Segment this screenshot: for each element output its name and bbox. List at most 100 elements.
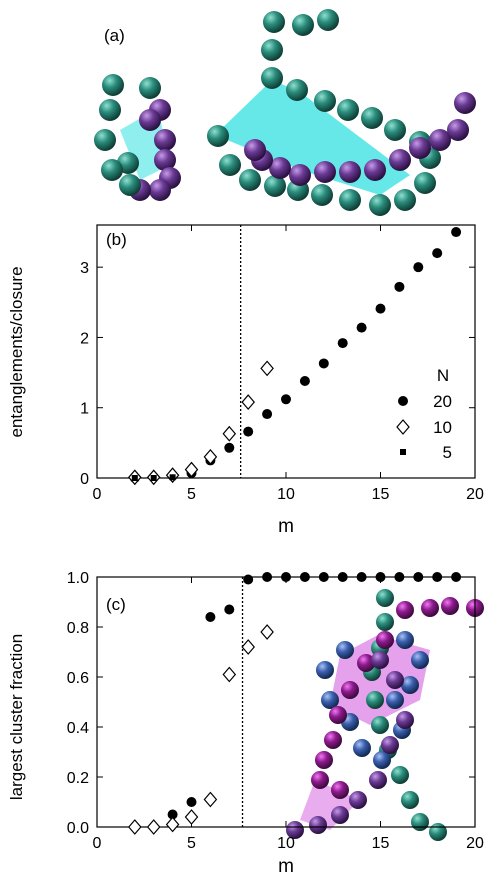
blue-bead (321, 691, 339, 709)
magenta-bead (396, 601, 414, 619)
panel-c-ytick-label: 0.4 (67, 720, 89, 737)
panel-b-point-circle (413, 262, 424, 273)
panel-c-point-diamond (222, 666, 237, 683)
teal-bead (339, 189, 361, 211)
panel-c-xtick-label: 20 (466, 835, 484, 852)
magenta-bead (376, 631, 394, 649)
panel-b-point-diamond (260, 360, 274, 377)
purple-bead (386, 671, 404, 689)
teal-bead (314, 90, 336, 112)
blue-bead (373, 751, 391, 769)
panel-c-point-circle (394, 572, 405, 582)
panel-c-point-circle (186, 797, 197, 807)
panel-b-ytick-label: 2 (80, 330, 89, 347)
panel-c-ylabel: largest cluster fraction (7, 634, 26, 800)
panel-b-ytick-label: 1 (80, 401, 89, 418)
blue-bead (336, 641, 354, 659)
panel-b-point-circle (318, 358, 329, 369)
teal-bead (311, 184, 333, 206)
panel-b-point-circle (375, 303, 386, 314)
panel-b-point-square (131, 475, 138, 481)
legend-item-10: 10 (396, 418, 452, 437)
teal-bead (384, 119, 406, 141)
purple-bead (409, 137, 431, 159)
panel-c-point-diamond (260, 624, 274, 640)
panel-c-ytick-label: 0.0 (67, 820, 89, 837)
teal-bead (317, 9, 339, 31)
panel-b-point-circle (451, 227, 462, 238)
panel-c-plot: 0 5 10 15 20 0.0 0.2 0.4 0.6 0.8 1.0 (67, 570, 484, 852)
purple-bead (139, 109, 161, 131)
teal-bead (286, 79, 308, 101)
magenta-bead (311, 771, 329, 789)
purple-bead (454, 92, 476, 114)
panel-b-ytick-label: 0 (80, 471, 89, 488)
legend-marker-5 (400, 449, 406, 455)
purple-bead (331, 806, 349, 824)
panel-c-molecule-rendering (286, 589, 484, 841)
blue-bead (353, 739, 371, 757)
teal-bead (264, 175, 286, 197)
legend-title: N (437, 366, 449, 385)
magenta-bead (329, 706, 347, 724)
panel-b-point-circle (224, 442, 235, 453)
panel-c-point-diamond (203, 791, 218, 808)
panel-c-xlabel: m (278, 856, 294, 876)
panel-c-xtick-label: 15 (372, 835, 390, 852)
purple-bead (371, 651, 389, 669)
purple-bead (269, 157, 291, 179)
teal-bead (102, 74, 124, 96)
panel-c-point-diamond (165, 816, 180, 833)
panel-b-point-diamond (241, 394, 255, 411)
panel-c-point-circle (356, 572, 367, 582)
teal-bead (261, 39, 283, 61)
teal-bead (337, 99, 359, 121)
panel-b-xlabel: m (278, 516, 294, 537)
legend-item-20: 20 (398, 392, 452, 411)
teal-bead (414, 172, 436, 194)
panel-b-xtick-label: 10 (277, 486, 295, 503)
purple-bead (286, 821, 304, 839)
legend-label-5: 5 (443, 443, 452, 462)
legend-label-20: 20 (433, 392, 452, 411)
panel-b-xtick-label: 0 (93, 486, 102, 503)
closure-surface (215, 80, 410, 195)
teal-bead (219, 154, 241, 176)
purple-bead (389, 149, 411, 171)
teal-bead (361, 107, 383, 129)
purple-bead (149, 179, 171, 201)
teal-bead (401, 791, 419, 809)
magenta-bead (315, 751, 333, 769)
panel-c-point-diamond (128, 819, 142, 835)
teal-bead (119, 174, 141, 196)
magenta-bead (341, 681, 359, 699)
panel-b-point-circle (394, 281, 405, 292)
panel-b-point-square (169, 474, 176, 481)
panel-c-label: (c) (106, 595, 126, 614)
panel-c-point-circle (224, 604, 235, 615)
teal-bead (263, 11, 285, 33)
teal-bead (429, 823, 447, 841)
closure-surface (330, 635, 430, 725)
legend-label-10: 10 (433, 418, 452, 437)
teal-bead (292, 14, 314, 36)
panel-b: (b) entanglements/closure m N 0 5 10 15 2001… (7, 224, 484, 537)
teal-bead (391, 766, 409, 784)
teal-bead (261, 67, 283, 89)
panel-c-point-circle (205, 612, 216, 622)
panel-c-xtick-label: 5 (187, 835, 196, 852)
panel-c-point-circle (318, 572, 329, 582)
panel-c-xtick-label: 0 (93, 835, 102, 852)
purple-bead (339, 161, 361, 183)
legend-marker-20 (398, 396, 408, 406)
panel-b-point-circle (356, 322, 367, 333)
panel-c: (c) largest cluster fraction m 0 5 10 15 200… (7, 570, 484, 876)
blue-bead (401, 676, 419, 694)
panel-c-point-circle (375, 572, 386, 582)
panel-b-xtick-label: 15 (372, 486, 390, 503)
purple-bead (369, 771, 387, 789)
panel-c-point-circle (243, 574, 254, 585)
teal-bead (369, 194, 391, 216)
panel-b-point-diamond (222, 425, 237, 442)
